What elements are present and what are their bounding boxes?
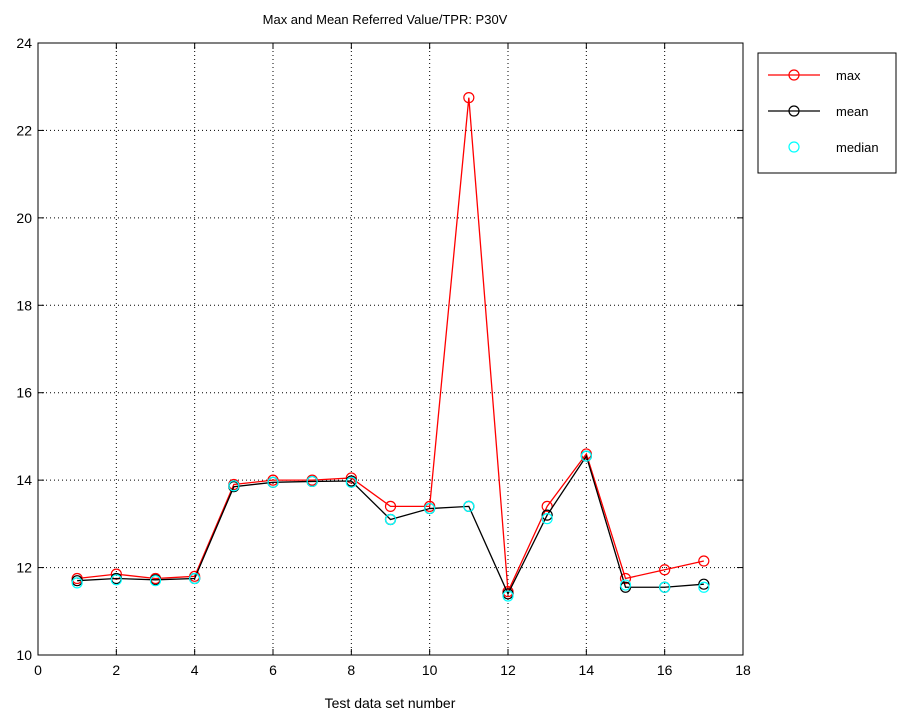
data-point-median (619, 579, 632, 591)
data-point-max (698, 555, 710, 567)
x-tick-label: 10 (422, 662, 438, 678)
data-point-median (110, 574, 122, 586)
data-point-median (541, 513, 553, 525)
data-point-max (463, 92, 475, 104)
x-axis-label: Test data set number (325, 695, 456, 711)
legend-box (757, 52, 897, 174)
y-tick-label: 18 (16, 297, 32, 313)
y-tick-label: 24 (16, 35, 32, 51)
data-point-mean (698, 578, 710, 590)
x-tick-label: 12 (500, 662, 516, 678)
x-tick-label: 4 (191, 662, 199, 678)
x-tick-label: 6 (269, 662, 277, 678)
data-point-median (698, 581, 710, 593)
legend-entry-mean: mean (768, 104, 869, 119)
legend-marker (788, 141, 800, 153)
data-point-median (384, 513, 397, 526)
x-tick-label: 2 (112, 662, 120, 678)
legend-marker (788, 69, 800, 81)
plot-area-frame (37, 42, 744, 656)
y-tick-label: 20 (16, 210, 32, 226)
series-median (71, 450, 710, 602)
legend: max mean median (757, 52, 897, 174)
data-point-median (267, 476, 279, 488)
series-line-max (77, 97, 704, 595)
data-point-median (306, 475, 318, 488)
x-tick-label: 0 (34, 662, 42, 678)
series-max (71, 92, 710, 598)
data-point-median (345, 476, 357, 488)
grid-lines (38, 43, 743, 655)
data-point-median (228, 480, 240, 492)
data-point-median (71, 577, 83, 589)
data-point-median (659, 581, 671, 593)
y-tick-label: 14 (16, 472, 32, 488)
y-tick-label: 16 (16, 385, 32, 401)
legend-entry-median: median (788, 140, 879, 155)
data-point-median (502, 590, 514, 602)
data-point-max (659, 564, 671, 576)
data-point-median (424, 502, 436, 515)
x-tick-label: 8 (347, 662, 355, 678)
data-point-median (149, 575, 162, 587)
series-line-mean (77, 454, 704, 596)
data-point-median (189, 572, 201, 585)
y-tick-label: 12 (16, 560, 32, 576)
legend-label: mean (836, 104, 869, 119)
x-tick-label: 16 (657, 662, 673, 678)
data-point-max (541, 500, 553, 512)
series-layer (71, 92, 710, 602)
data-point-mean (541, 509, 553, 521)
legend-marker (788, 105, 800, 117)
y-tick-label: 10 (16, 647, 32, 663)
data-point-max (619, 572, 632, 585)
data-point-max (384, 500, 397, 512)
legend-entry-max: max (768, 68, 861, 83)
legend-label: max (836, 68, 861, 83)
legend-label: median (836, 140, 879, 155)
data-point-median (580, 450, 592, 462)
data-point-median (463, 500, 475, 512)
x-tick-label: 14 (579, 662, 595, 678)
data-point-max (345, 472, 357, 484)
chart-title: Max and Mean Referred Value/TPR: P30V (263, 12, 508, 27)
y-tick-label: 22 (16, 122, 32, 138)
x-tick-label: 18 (735, 662, 751, 678)
